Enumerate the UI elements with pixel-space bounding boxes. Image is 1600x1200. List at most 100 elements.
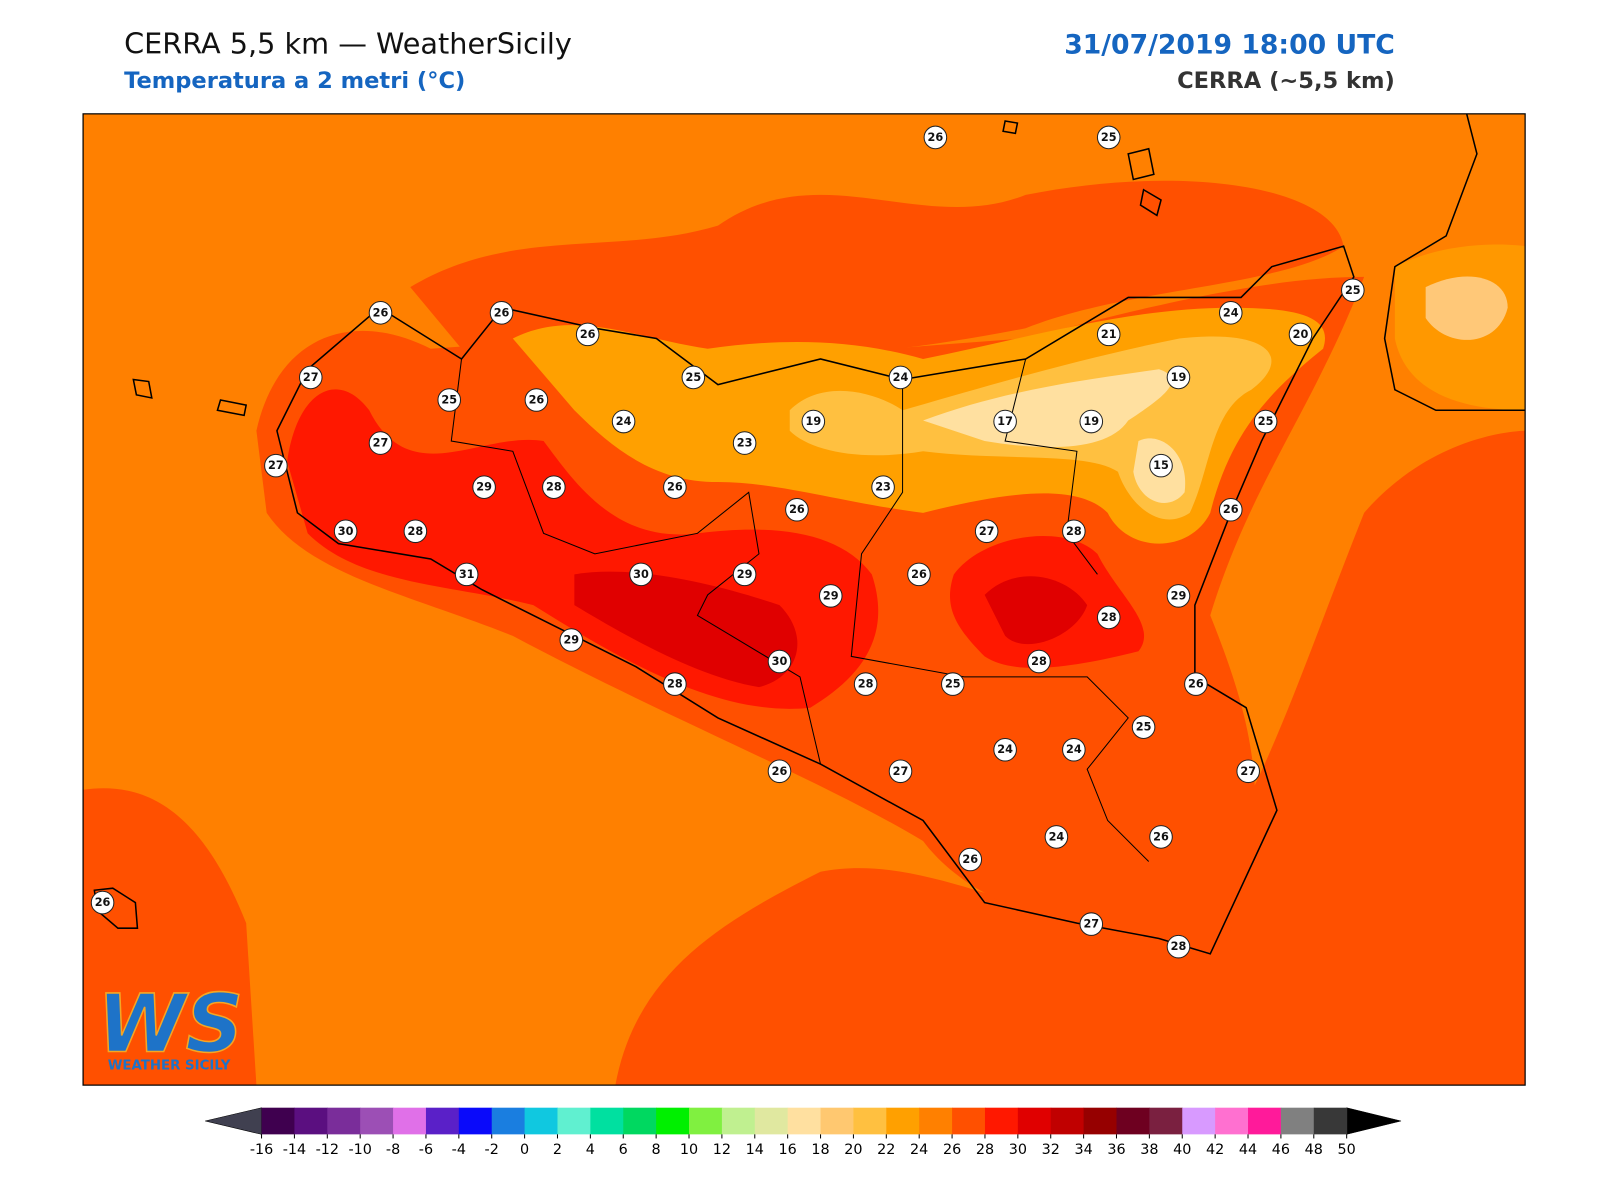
colorbar-cell	[1182, 1107, 1216, 1135]
station-marker	[1218, 301, 1243, 325]
station-marker	[1218, 497, 1243, 522]
station-value: 26	[962, 853, 978, 866]
station-value: 26	[772, 765, 788, 778]
colorbar-tick-label: 14	[746, 1142, 764, 1158]
colorbar-cell	[853, 1107, 887, 1135]
station-marker	[333, 519, 358, 544]
station-value: 26	[1188, 678, 1204, 691]
colorbar-cell	[360, 1107, 394, 1135]
colorbar-tick-label: 24	[910, 1142, 928, 1158]
station-marker	[1079, 912, 1104, 936]
colorbar-over	[1346, 1107, 1402, 1135]
station-value: 29	[737, 568, 753, 581]
station-marker	[1096, 322, 1121, 347]
station-marker	[1288, 322, 1313, 347]
colorbar-tick-label: 30	[1009, 1142, 1027, 1158]
colorbar-tick-label: 48	[1305, 1142, 1323, 1158]
colorbar-tick-label: 32	[1042, 1142, 1060, 1158]
colorbar-cell	[886, 1107, 920, 1135]
station-value: 30	[772, 655, 788, 668]
station-value: 25	[1345, 284, 1361, 297]
station-marker	[1236, 759, 1260, 784]
station-value: 27	[268, 459, 284, 472]
colorbar-tick-label: 40	[1173, 1142, 1191, 1158]
colorbar-tick-label: 0	[520, 1142, 529, 1158]
colorbar-tick-label: -8	[386, 1142, 400, 1158]
station-value: 28	[408, 525, 424, 538]
colorbar: -16 -14 -12 -10 -8 -6 -4 -2 0 2 4 6 8 10 12 14 16 18 20 22 2…	[205, 1107, 1402, 1158]
colorbar-cell	[1215, 1107, 1249, 1135]
station-marker	[264, 453, 288, 478]
station-marker	[629, 562, 653, 587]
colorbar-under	[205, 1107, 262, 1135]
station-value: 25	[685, 371, 701, 384]
colorbar-tick-label: -6	[419, 1142, 433, 1158]
station-marker	[871, 475, 895, 499]
colorbar-tick-label: 2	[553, 1142, 562, 1158]
station-value: 30	[338, 525, 354, 538]
station-value: 26	[580, 328, 596, 341]
colorbar-tick-label: 12	[713, 1142, 731, 1158]
colorbar-cell	[524, 1107, 558, 1135]
colorbar-cell	[689, 1107, 723, 1135]
station-value: 24	[893, 371, 909, 384]
station-value: 21	[1101, 328, 1117, 341]
station-marker	[437, 388, 462, 412]
station-marker	[575, 322, 600, 347]
station-value: 25	[945, 678, 961, 691]
station-value: 27	[373, 437, 389, 450]
station-marker	[403, 519, 428, 544]
station-value: 28	[1066, 525, 1082, 538]
station-marker	[993, 409, 1017, 434]
station-marker	[663, 672, 687, 696]
station-marker	[1166, 934, 1191, 959]
colorbar-cell	[590, 1107, 624, 1135]
station-value: 26	[494, 306, 510, 319]
station-marker	[767, 759, 792, 784]
station-value: 17	[997, 415, 1013, 428]
station-value: 28	[667, 678, 683, 691]
station-value: 24	[1223, 306, 1239, 319]
station-marker	[1062, 737, 1086, 762]
station-value: 26	[373, 306, 389, 319]
colorbar-cell	[984, 1107, 1019, 1135]
field	[83, 788, 257, 1086]
station-marker	[1131, 715, 1156, 739]
station-marker	[368, 301, 393, 325]
colorbar-tick-label: 34	[1074, 1142, 1092, 1158]
station-marker	[993, 737, 1017, 762]
station-value: 26	[95, 896, 111, 909]
colorbar-tick-label: 50	[1338, 1142, 1356, 1158]
station-marker	[489, 301, 514, 325]
station-marker	[853, 672, 878, 696]
coastline	[1383, 113, 1526, 412]
station-value: 29	[563, 634, 579, 647]
colorbar-tick-label: 6	[619, 1142, 628, 1158]
colorbar-cell	[952, 1107, 986, 1135]
station-value: 27	[1240, 765, 1256, 778]
colorbar-tick-label: -10	[348, 1142, 371, 1158]
station-marker	[1149, 825, 1173, 849]
station-value: 24	[1066, 743, 1082, 756]
colorbar-tick-label: 10	[680, 1142, 698, 1158]
station-marker	[818, 584, 843, 608]
colorbar-tick-label: 46	[1272, 1142, 1290, 1158]
station-marker	[1166, 365, 1191, 390]
colorbar-tick-label: -4	[452, 1142, 466, 1158]
stations: 26 25 26 26 26 25 24 21 20 27 25 24 19 25 26 24 19 17 19 25…	[90, 125, 1365, 959]
station-value: 24	[997, 743, 1013, 756]
colorbar-cell	[1116, 1107, 1150, 1135]
colorbar-cell	[294, 1107, 328, 1135]
station-marker	[298, 365, 323, 390]
station-value: 26	[911, 568, 927, 581]
colorbar-tick-label: 20	[844, 1142, 862, 1158]
colorbar-tick-label: -14	[283, 1142, 306, 1158]
colorbar-cell	[458, 1107, 493, 1135]
colorbar-cell	[557, 1107, 591, 1135]
station-marker	[472, 475, 496, 499]
hot-zone	[574, 571, 798, 688]
station-marker	[974, 519, 999, 544]
colorbar-cell	[1149, 1107, 1183, 1135]
station-marker	[732, 562, 757, 587]
